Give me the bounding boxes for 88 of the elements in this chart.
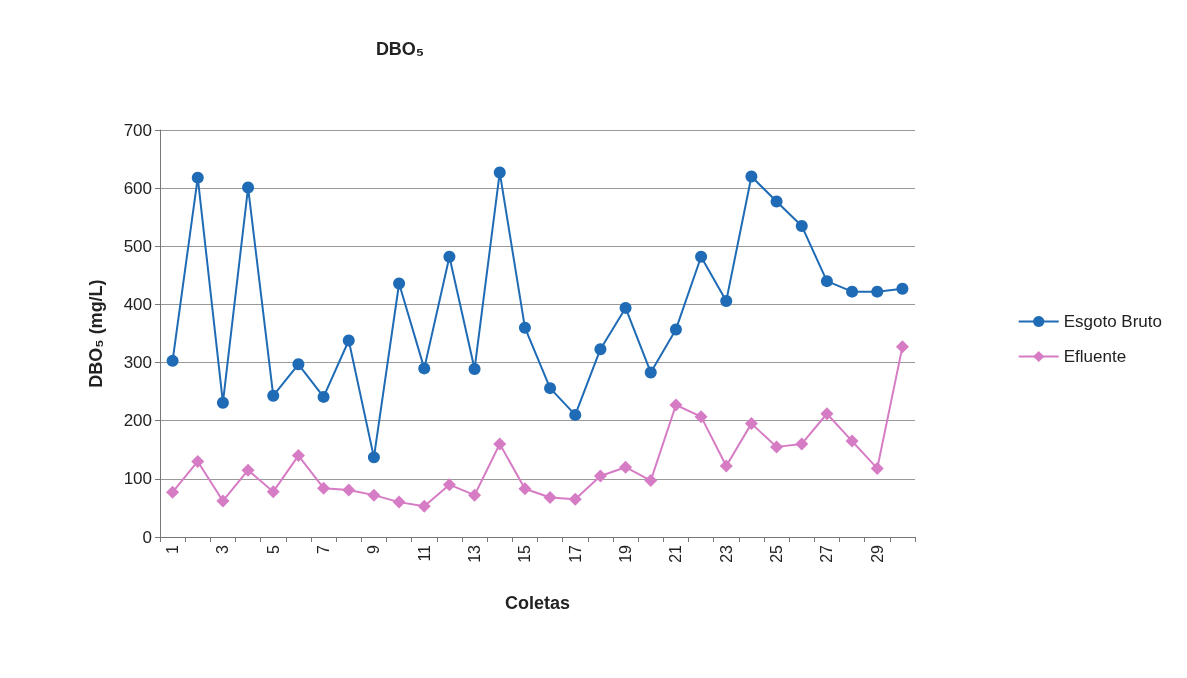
point xyxy=(442,478,456,492)
y-tick-label: 500 xyxy=(123,236,152,256)
point xyxy=(845,434,859,448)
point xyxy=(669,323,682,336)
point xyxy=(166,485,180,499)
point xyxy=(795,437,809,451)
point xyxy=(619,301,632,314)
point xyxy=(468,362,481,375)
y-tick-label: 0 xyxy=(142,527,152,547)
point xyxy=(820,407,834,421)
point xyxy=(593,469,607,483)
point xyxy=(417,499,431,513)
point xyxy=(342,483,356,497)
y-tick-label: 100 xyxy=(123,469,152,489)
x-tick-label: 11 xyxy=(415,544,433,562)
x-tick-label: 29 xyxy=(868,544,886,563)
point xyxy=(744,417,758,431)
x-tick-label: 25 xyxy=(768,544,786,563)
y-tick-label: 600 xyxy=(123,178,152,198)
point xyxy=(594,343,607,356)
point xyxy=(317,390,330,403)
y-tick-label: 700 xyxy=(123,120,152,140)
point xyxy=(392,495,406,509)
point xyxy=(719,459,733,473)
point xyxy=(669,398,683,412)
point xyxy=(367,451,380,464)
point xyxy=(216,494,230,508)
point xyxy=(745,170,758,183)
point xyxy=(770,440,784,454)
y-tick-label: 300 xyxy=(123,353,152,373)
point xyxy=(870,461,884,475)
x-tick-label: 13 xyxy=(466,544,484,563)
point xyxy=(569,408,582,421)
x-tick-label: 17 xyxy=(566,544,584,563)
legend-label: Esgoto Bruto xyxy=(1063,312,1162,331)
point xyxy=(895,340,909,354)
point xyxy=(871,285,884,298)
point xyxy=(493,437,507,451)
point xyxy=(644,474,658,488)
point xyxy=(619,460,633,474)
point xyxy=(695,250,708,263)
point xyxy=(393,277,406,290)
point xyxy=(267,389,280,402)
point xyxy=(820,275,833,288)
point xyxy=(242,181,255,194)
point xyxy=(216,396,229,409)
point xyxy=(846,285,859,298)
x-tick-label: 21 xyxy=(667,544,685,563)
point xyxy=(720,294,733,307)
point xyxy=(568,492,582,506)
point xyxy=(292,358,305,371)
point xyxy=(266,485,280,499)
point xyxy=(896,282,909,295)
point xyxy=(544,382,557,395)
point xyxy=(317,481,331,495)
x-tick-label: 5 xyxy=(264,544,282,554)
point xyxy=(367,488,381,502)
legend-label: Efluente xyxy=(1063,347,1127,366)
x-axis-title: Coletas xyxy=(504,593,571,613)
point xyxy=(342,334,355,347)
point xyxy=(543,490,557,504)
chart-title: DBO₅ xyxy=(375,39,425,59)
point xyxy=(518,482,532,496)
y-tick-label: 400 xyxy=(123,294,152,314)
y-axis-title: DBO₅ (mg/L) xyxy=(86,279,106,388)
x-tick-label: 27 xyxy=(818,544,836,563)
x-tick-label: 3 xyxy=(214,544,232,554)
x-tick-label: 9 xyxy=(365,544,383,554)
point xyxy=(694,410,708,424)
x-tick-label: 15 xyxy=(516,544,534,563)
point xyxy=(518,321,531,334)
point xyxy=(468,488,482,502)
point xyxy=(191,171,204,184)
point xyxy=(291,449,305,463)
point xyxy=(166,354,179,367)
x-tick-label: 1 xyxy=(164,544,182,554)
point xyxy=(770,195,783,208)
point xyxy=(644,366,657,379)
y-tick-label: 200 xyxy=(123,411,152,431)
point xyxy=(241,463,255,477)
x-tick-label: 23 xyxy=(717,544,735,563)
point xyxy=(443,250,456,263)
point xyxy=(795,219,808,232)
point xyxy=(493,166,506,179)
x-tick-label: 7 xyxy=(315,544,333,554)
point xyxy=(191,454,205,468)
x-tick-label: 19 xyxy=(617,544,635,563)
point xyxy=(418,362,431,375)
